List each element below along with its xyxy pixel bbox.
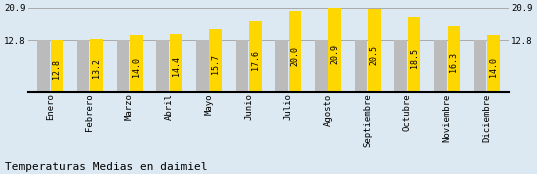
Text: Temperaturas Medias en daimiel: Temperaturas Medias en daimiel [5, 162, 208, 172]
Text: 14.0: 14.0 [489, 57, 498, 77]
Text: 12.8: 12.8 [53, 59, 61, 79]
Bar [474, 40, 487, 92]
Bar [315, 40, 328, 92]
Bar [355, 40, 367, 92]
Text: 16.3: 16.3 [449, 52, 458, 72]
Text: 14.4: 14.4 [171, 56, 180, 76]
Bar [368, 9, 381, 92]
Text: 18.5: 18.5 [410, 48, 418, 68]
Bar [394, 40, 407, 92]
Bar [434, 40, 447, 92]
Text: 14.0: 14.0 [132, 57, 141, 77]
Bar [130, 35, 143, 92]
Bar [209, 29, 222, 92]
Text: 20.5: 20.5 [370, 45, 379, 65]
Bar [329, 7, 341, 92]
Bar [487, 35, 500, 92]
Bar [117, 40, 129, 92]
Bar [90, 39, 103, 92]
Bar [236, 40, 248, 92]
Bar [156, 40, 169, 92]
Bar [50, 40, 63, 92]
Bar [170, 34, 182, 92]
Text: 13.2: 13.2 [92, 58, 101, 78]
Bar [77, 40, 90, 92]
Text: 20.0: 20.0 [291, 46, 300, 66]
Bar [289, 11, 301, 92]
Bar [249, 21, 262, 92]
Text: 15.7: 15.7 [211, 53, 220, 73]
Bar [275, 40, 288, 92]
Text: 17.6: 17.6 [251, 50, 260, 70]
Text: 20.9: 20.9 [330, 44, 339, 64]
Bar [447, 26, 460, 92]
Bar [196, 40, 208, 92]
Bar [408, 17, 420, 92]
Bar [37, 40, 50, 92]
